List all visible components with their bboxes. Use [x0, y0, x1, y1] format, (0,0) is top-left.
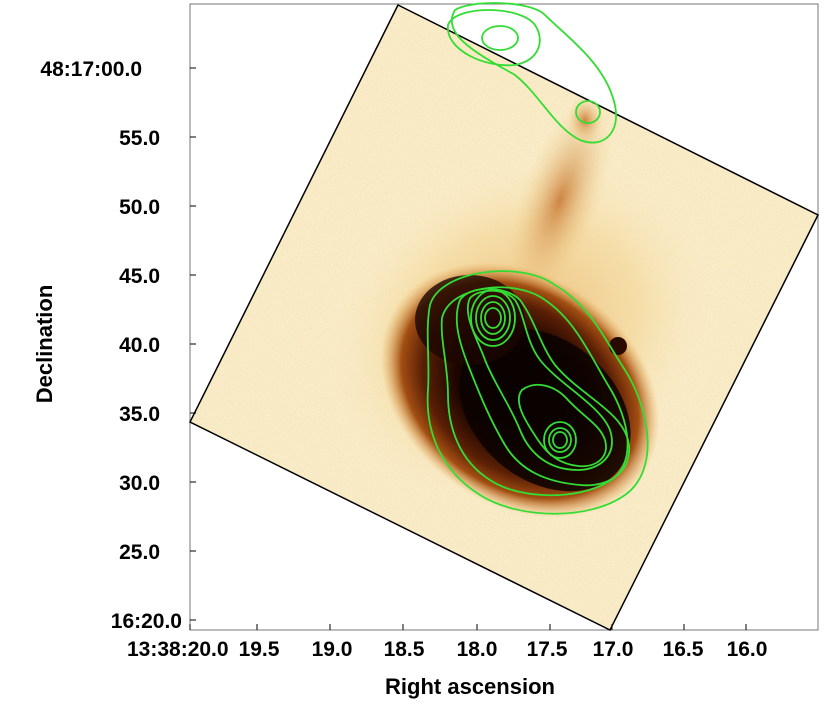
compact-source: [609, 337, 627, 355]
x-tick-labels: 13:38:20.0 19.5 19.0 18.5 18.0 17.5 17.0…: [127, 638, 767, 661]
y-tick-label: 55.0: [119, 127, 160, 150]
y-tick-label: 16:20.0: [111, 610, 182, 633]
x-tick-label: 16.5: [663, 638, 704, 661]
y-tick-label: 30.0: [119, 472, 160, 495]
contour-peak-a-1: [470, 289, 516, 347]
x-tick-label: 18.0: [457, 638, 498, 661]
y-tick-label: 25.0: [119, 541, 160, 564]
contour-peak-b-1: [543, 421, 577, 459]
contour-north-knot: [575, 100, 601, 124]
contour-peak-b-2: [548, 427, 572, 453]
x-tick-label: 17.5: [527, 638, 568, 661]
y-tick-label: 40.0: [119, 334, 160, 357]
x-axis-title: Right ascension: [385, 674, 555, 699]
image-boundary: [188, 3, 820, 632]
x-tick-label: 17.0: [593, 638, 634, 661]
contour-main-5: [517, 383, 607, 468]
y-axis-title: Declination: [32, 285, 57, 404]
x-tick-label: 19.0: [312, 638, 353, 661]
tidal-stream: [506, 95, 614, 305]
contour-north-inner: [481, 25, 519, 51]
contour-main-1: [426, 270, 649, 515]
y-tick-label: 35.0: [119, 403, 160, 426]
x-tick-label: 16.0: [727, 638, 768, 661]
contour-north-outer: [451, 2, 617, 144]
y-tick-label: 48:17:00.0: [40, 58, 142, 81]
x-tick-label: 13:38:20.0: [127, 638, 229, 661]
contour-peak-a-2: [475, 295, 511, 341]
contour-peak-a-3: [480, 301, 506, 335]
contour-main-4: [466, 289, 613, 471]
y-tick-labels: 48:17:00.0 55.0 50.0 45.0 40.0 35.0 30.0…: [40, 58, 182, 633]
contour-peak-a-4: [484, 307, 502, 329]
y-tick-label: 50.0: [119, 196, 160, 219]
galaxy-core: [459, 328, 631, 492]
x-tick-label: 18.5: [384, 638, 425, 661]
y-tick-label: 45.0: [119, 265, 160, 288]
tick-marks: [189, 67, 747, 630]
contour-peak-b-3: [552, 431, 568, 449]
contour-north-mid: [447, 9, 541, 67]
contour-main-3: [455, 287, 631, 487]
x-tick-label: 19.5: [239, 638, 280, 661]
radio-contours: [426, 2, 649, 515]
